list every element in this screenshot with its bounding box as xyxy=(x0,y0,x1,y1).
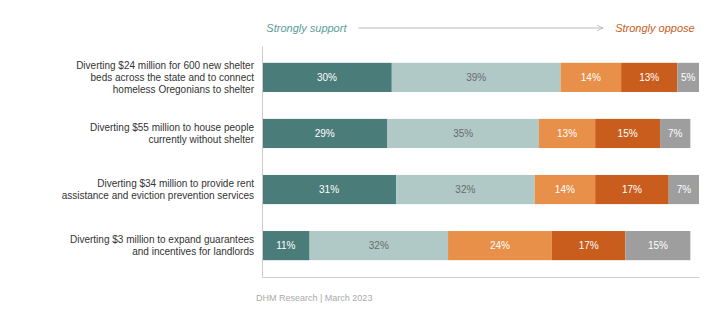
y-tick-label-line: Diverting $34 million to provide rent xyxy=(97,178,254,189)
bar-segment xyxy=(677,63,699,92)
y-tick-label-line: beds across the state and to connect xyxy=(91,72,255,83)
data-label: 30% xyxy=(317,72,337,83)
y-tick-label: Diverting $55 million to house peoplecur… xyxy=(90,122,255,145)
bar-segment xyxy=(396,175,534,204)
y-tick: Diverting $24 million for 600 new shelte… xyxy=(76,60,262,95)
y-tick-label: Diverting $34 million to provide rentass… xyxy=(62,178,255,201)
x-axis-line xyxy=(263,277,700,278)
bar-segment xyxy=(262,119,387,148)
bar-segment xyxy=(535,175,596,204)
y-tick-label-line: Diverting $3 million to expand guarantee… xyxy=(70,234,254,245)
y-tick-label-line: Diverting $24 million for 600 new shelte… xyxy=(76,60,255,71)
x-axis xyxy=(263,277,700,278)
y-tick-label-line: homeless Oregonians to shelter xyxy=(113,84,255,95)
bar-segment xyxy=(262,175,396,204)
data-label: 11% xyxy=(276,240,295,251)
header-right: Strongly oppose xyxy=(615,22,695,34)
bar-segment xyxy=(262,63,392,92)
chart: 30% 29% 31% 11% 39% 35% 32% 32% 14% 13% 14% 24% 13% 1… xyxy=(0,0,719,311)
bar-segment xyxy=(595,119,660,148)
bar-segment xyxy=(552,231,626,260)
bar-segment xyxy=(669,175,699,204)
y-tick-label: Diverting $3 million to expand guarantee… xyxy=(70,234,254,257)
data-labels: 30% 29% 31% 11% 39% 35% 32% 32% 14% 13% 14% 24% 13% 1… xyxy=(276,72,695,251)
data-label: 32% xyxy=(455,184,475,195)
footer: DHM Research | March 2023 xyxy=(256,293,372,303)
data-label: 35% xyxy=(453,128,473,139)
data-label: 15% xyxy=(648,240,668,251)
data-label: 32% xyxy=(369,240,389,251)
data-label: 5% xyxy=(681,72,696,83)
bar-segment xyxy=(625,231,690,260)
bar-segment xyxy=(660,119,690,148)
bar-segment xyxy=(621,63,677,92)
bar-segment xyxy=(561,63,622,92)
y-axis: Diverting $24 million for 600 new shelte… xyxy=(62,47,263,278)
y-tick-label: Diverting $24 million for 600 new shelte… xyxy=(76,60,255,95)
data-label: 39% xyxy=(466,72,486,83)
bar-segment xyxy=(595,175,669,204)
data-label: 7% xyxy=(668,128,683,139)
y-tick: Diverting $55 million to house peoplecur… xyxy=(90,122,262,145)
header-arrow xyxy=(358,28,603,29)
bar-segment xyxy=(392,63,561,92)
y-tick: Diverting $34 million to provide rentass… xyxy=(62,178,262,201)
y-tick-label-line: currently without shelter xyxy=(148,134,254,145)
data-label: 7% xyxy=(677,184,692,195)
bar-segment xyxy=(387,119,538,148)
data-label: 13% xyxy=(639,72,659,83)
bar-segment xyxy=(310,231,448,260)
plot: 30% 29% 31% 11% 39% 35% 32% 32% 14% 13% 14% 24% 13% 1… xyxy=(62,22,700,278)
data-label: 14% xyxy=(581,72,601,83)
data-label: 29% xyxy=(315,128,335,139)
data-label: 14% xyxy=(555,184,575,195)
bar-segment xyxy=(448,231,552,260)
bar-segment xyxy=(539,119,595,148)
data-label: 17% xyxy=(622,184,642,195)
bar-segment xyxy=(262,231,310,260)
data-label: 13% xyxy=(557,128,577,139)
y-tick-label-line: and incentives for landlords xyxy=(132,246,254,257)
y-tick: Diverting $3 million to expand guarantee… xyxy=(70,234,262,257)
y-axis-line xyxy=(262,47,263,278)
data-label: 17% xyxy=(579,240,599,251)
bars xyxy=(262,63,699,260)
y-tick-label-line: Diverting $55 million to house people xyxy=(90,122,254,133)
y-tick-label-line: assistance and eviction prevention servi… xyxy=(62,190,254,201)
data-label: 24% xyxy=(490,240,510,251)
data-label: 15% xyxy=(618,128,638,139)
data-label: 31% xyxy=(319,184,339,195)
header-left: Strongly support xyxy=(266,22,347,34)
